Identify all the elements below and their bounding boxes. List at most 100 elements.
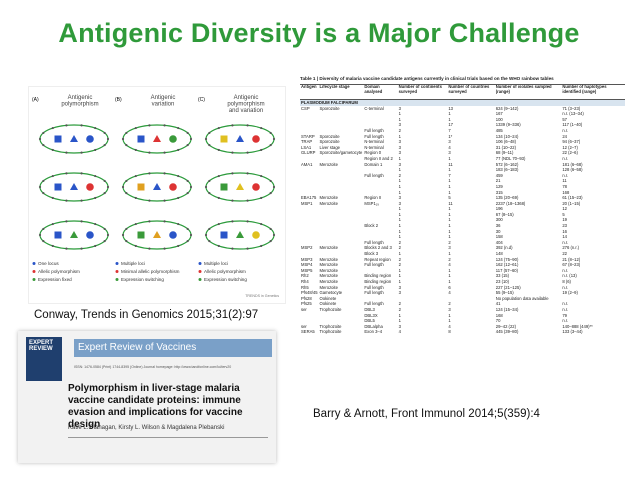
table-cell: 3 (398, 144, 401, 150)
locus-dot (246, 247, 249, 250)
table-cell: 1339 (9–336) (495, 122, 521, 128)
locus-dot (269, 131, 272, 135)
table-cell: 30 (495, 228, 501, 234)
table-cell: DBL3X (364, 312, 378, 318)
table-cell: 1 (398, 251, 401, 257)
section-label: PLASMODIUM FALCIPARUM (300, 99, 625, 106)
table-cell: 124 (75–90) (495, 256, 519, 262)
locus-dot (134, 126, 137, 130)
paper-authors: Katie L. Flanagan, Kirsty L. Wilson & Ma… (68, 425, 225, 431)
locus-dot (65, 151, 68, 154)
locus-dot (163, 172, 166, 175)
table-cell: MSP3 (301, 256, 313, 262)
locus-dot (134, 148, 137, 152)
table-row: 1 1 183 (6–183) 128 (6–58) (300, 167, 625, 173)
locus-dot (51, 222, 54, 226)
table-cell: 1 (448, 273, 451, 279)
table-row: Full length 2 7 485 n.r. (300, 128, 625, 134)
locus-dot (80, 151, 83, 154)
table-cell: Full length (364, 301, 384, 307)
table-cell: 23 (562, 223, 567, 229)
locus-dot (246, 199, 249, 202)
table-cell: 106 (6–48) (495, 139, 517, 145)
table-cell: 94 (6–37) (562, 139, 581, 145)
locus-dot (80, 172, 83, 175)
locus-dot (217, 196, 220, 200)
table-cell: DBL3 (364, 306, 375, 312)
table-cell: 158 (495, 234, 503, 240)
locus-dot (208, 239, 211, 243)
locus-dot (51, 174, 54, 178)
table-row: MSP2 Merozoite Blocks 2 and 3 2 3 392 (n.d) 27… (300, 245, 625, 251)
table-row: 1 1 100 57 (300, 117, 625, 123)
table-cell: TRAP (301, 139, 313, 145)
legend-bullet (198, 262, 202, 265)
table-cell: 23 (10) (495, 279, 510, 284)
table-cell: 14 (562, 234, 567, 240)
antigen-triangle (236, 231, 244, 238)
locus-dot (94, 174, 97, 178)
table-cell: 3 (398, 195, 401, 201)
table-cell: 5 (562, 211, 565, 217)
antigen-square (220, 231, 228, 239)
table-cell: EBA175 (301, 195, 317, 201)
locus-dot (134, 222, 137, 226)
locus-dot (217, 148, 220, 152)
table-cell: 4 (398, 329, 401, 335)
table-cell: 7 (448, 127, 451, 133)
table-cell: Blocks 2 and 3 (364, 245, 392, 251)
locus-dot (106, 185, 110, 189)
table-cell: 1 (398, 183, 401, 189)
legend-text: Multiple loci (204, 261, 228, 266)
table-cell: 11 (448, 200, 453, 206)
table-cell: 1 (448, 211, 451, 217)
locus-dot (231, 172, 234, 175)
antigen-triangle (70, 231, 78, 238)
locus-dot (260, 244, 263, 248)
table-cell: 2 (398, 127, 401, 133)
table-cell: MSP5 (301, 267, 313, 273)
table-cell: 1 (448, 178, 451, 184)
table-cell: 445 (39–80) (495, 329, 519, 335)
locus-dot (94, 148, 97, 152)
table-cell: Full length (364, 290, 384, 296)
table-row: GLURP Sporozoite/gametocyte Region 0 3 3 68 (… (300, 150, 625, 156)
table-cell: 1 (448, 189, 451, 195)
table-cell: 1 (398, 267, 401, 273)
table-cell: 13 (448, 105, 454, 111)
locus-dot (189, 233, 193, 237)
table-cell: 1 (448, 312, 451, 318)
column-header: Number of isolates sampled (range) (494, 84, 562, 100)
table-cell: 24 (562, 133, 567, 139)
table-cell: 459 (495, 172, 503, 178)
locus-dot (163, 247, 166, 250)
locus-dot (177, 174, 180, 178)
antigen-square (137, 231, 145, 239)
table-row: Block 2 1 1 36 23 (300, 223, 625, 229)
panel-heading: Antigenic polymorphism (61, 95, 98, 108)
locus-dot (246, 220, 249, 223)
locus-dot (208, 191, 211, 195)
locus-dot (125, 143, 128, 147)
table-cell: Trophozoite (319, 323, 342, 329)
table-cell: Merozoite (319, 200, 338, 206)
table-cell: Ookinete (319, 295, 337, 301)
table-row: Pfs28 Ookinete No population data availabl… (300, 296, 625, 302)
locus-dot (231, 220, 234, 223)
locus-dot (121, 233, 125, 237)
column-header: Number of haplotypes identified (range) (561, 84, 625, 100)
locus-dot (42, 131, 45, 135)
locus-dot (80, 220, 83, 223)
table-cell: 1 (398, 206, 401, 212)
locus-dot (94, 222, 97, 226)
table-cell: 2237 (18–1368) (495, 200, 526, 206)
antigen-circle (169, 135, 177, 143)
table-cell: 1 (398, 167, 401, 173)
table-cell: Liver stage (319, 144, 341, 150)
column-header: Domain analysed (363, 84, 398, 100)
antigen-square (220, 135, 228, 143)
legend-bullet (198, 270, 202, 273)
legend-bullet (32, 270, 36, 273)
table-cell: 1 (448, 234, 451, 240)
